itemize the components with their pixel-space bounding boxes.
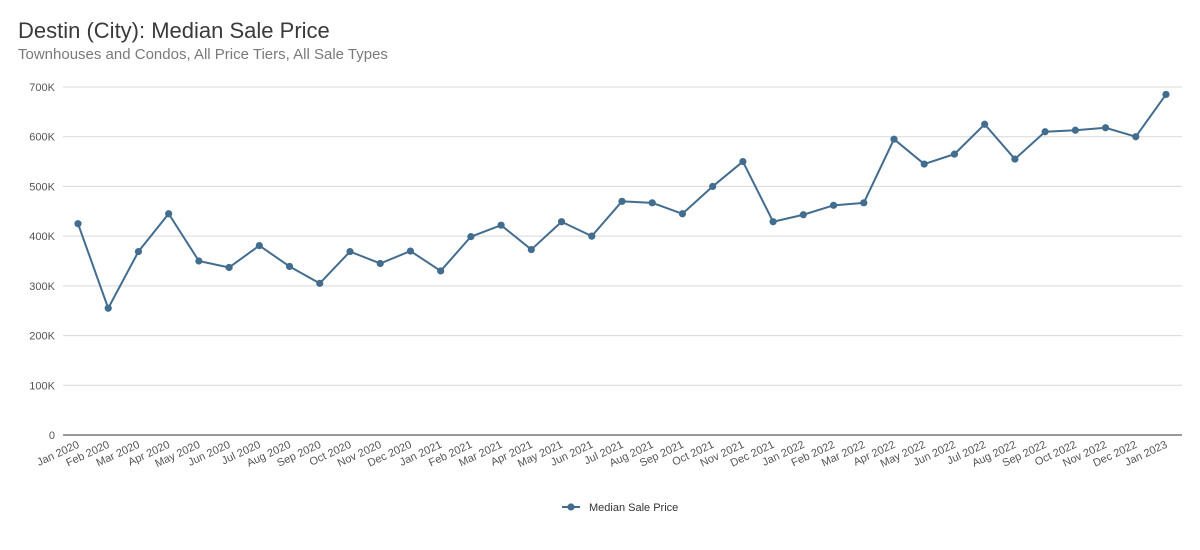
chart-subtitle: Townhouses and Condos, All Price Tiers, … xyxy=(18,46,388,63)
data-point[interactable] xyxy=(678,210,687,218)
data-point[interactable] xyxy=(920,160,928,168)
data-point[interactable] xyxy=(799,211,807,219)
data-point[interactable] xyxy=(648,199,656,207)
data-point[interactable] xyxy=(950,150,959,158)
data-point[interactable] xyxy=(285,262,294,271)
data-point[interactable] xyxy=(618,197,626,205)
data-point[interactable] xyxy=(437,267,445,275)
data-point[interactable] xyxy=(527,245,535,254)
data-point[interactable] xyxy=(195,257,203,265)
data-point[interactable] xyxy=(104,304,112,312)
data-point[interactable] xyxy=(588,232,596,240)
data-point[interactable] xyxy=(1162,90,1170,99)
data-point[interactable] xyxy=(829,201,838,209)
data-point[interactable] xyxy=(1071,126,1079,134)
y-tick-label: 400K xyxy=(29,231,55,243)
data-point[interactable] xyxy=(981,120,989,128)
data-point[interactable] xyxy=(769,218,777,226)
data-point[interactable] xyxy=(890,135,898,143)
data-point[interactable] xyxy=(316,279,324,287)
legend[interactable]: Median Sale Price xyxy=(562,502,678,514)
series-median-sale-price xyxy=(74,90,1170,312)
y-axis: 0 100K 200K 300K 400K 500K 600K 700K xyxy=(29,82,55,442)
data-point[interactable] xyxy=(1132,133,1140,141)
data-point[interactable] xyxy=(497,221,505,229)
gridlines xyxy=(63,86,1182,386)
y-tick-label: 200K xyxy=(29,331,55,343)
data-point[interactable] xyxy=(1011,155,1019,163)
data-point[interactable] xyxy=(1041,128,1049,136)
data-point[interactable] xyxy=(74,220,82,228)
chart-title: Destin (City): Median Sale Price xyxy=(18,18,330,43)
data-point[interactable] xyxy=(134,247,143,256)
data-point[interactable] xyxy=(165,210,173,218)
data-point[interactable] xyxy=(860,199,868,207)
data-point[interactable] xyxy=(739,157,747,166)
legend-marker xyxy=(567,503,575,511)
data-point[interactable] xyxy=(225,263,233,272)
data-point[interactable] xyxy=(557,218,566,226)
legend-label: Median Sale Price xyxy=(589,502,678,514)
y-tick-label: 600K xyxy=(29,132,55,144)
data-point[interactable] xyxy=(709,182,717,191)
data-point[interactable] xyxy=(346,247,354,256)
y-tick-label: 500K xyxy=(29,181,55,193)
y-tick-label: 700K xyxy=(29,82,55,94)
data-point[interactable] xyxy=(376,259,384,268)
data-point[interactable] xyxy=(467,233,475,241)
data-point[interactable] xyxy=(255,241,263,250)
data-point[interactable] xyxy=(406,247,415,255)
y-tick-label: 0 xyxy=(49,430,55,442)
data-point[interactable] xyxy=(1101,124,1110,132)
y-tick-label: 300K xyxy=(29,281,55,293)
y-tick-label: 100K xyxy=(29,380,55,392)
